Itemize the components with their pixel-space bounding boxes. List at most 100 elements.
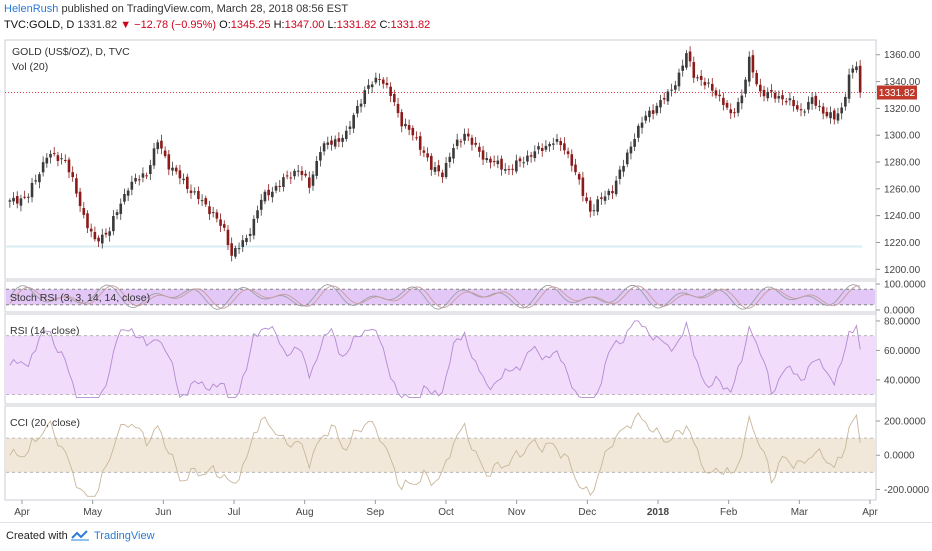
candle	[651, 104, 655, 120]
candle	[108, 227, 111, 242]
time-tick-label: 2018	[647, 507, 670, 518]
created-with-text: Created with	[6, 530, 68, 542]
candle	[670, 83, 673, 97]
candle	[640, 116, 644, 134]
candle	[341, 134, 344, 148]
candle	[729, 103, 733, 120]
rsi-band	[6, 335, 875, 395]
candle	[407, 119, 411, 136]
candle	[137, 175, 141, 186]
candle	[707, 78, 710, 88]
candle	[289, 171, 293, 184]
candle	[378, 73, 381, 86]
candle	[271, 186, 274, 203]
candle	[344, 125, 348, 142]
volume-label: Vol (20)	[12, 61, 48, 73]
candle	[463, 128, 466, 145]
candle	[123, 188, 126, 205]
candle	[648, 106, 651, 123]
candle	[404, 118, 407, 129]
last-price-label: 1331.82	[879, 88, 916, 99]
price-tick-label: 1300.00	[884, 131, 921, 142]
candle	[356, 100, 359, 118]
chart-canvas[interactable]: 1200.00 1220.00 1240.00 1260.00 1280.00 1300.…	[0, 36, 932, 522]
candle	[836, 107, 840, 124]
candle	[603, 190, 607, 205]
candle	[15, 191, 19, 209]
candle	[75, 173, 78, 198]
candle	[134, 173, 137, 184]
candle	[585, 192, 588, 204]
candle	[529, 151, 533, 163]
price-tick-label: 1360.00	[884, 50, 921, 61]
candle	[448, 152, 452, 168]
candle	[326, 136, 330, 150]
time-tick-label: Sep	[366, 507, 384, 518]
candle	[171, 161, 174, 176]
candle	[799, 103, 803, 117]
candle	[515, 154, 518, 174]
candle	[518, 156, 522, 168]
candle	[248, 227, 252, 242]
candle	[662, 92, 666, 105]
candle	[156, 139, 160, 154]
candle	[256, 205, 259, 223]
candle	[736, 97, 740, 117]
candle	[208, 200, 211, 221]
price-tick-label: 1340.00	[884, 77, 921, 88]
candle	[38, 172, 41, 189]
candle	[337, 132, 341, 148]
candle	[710, 77, 714, 97]
candle	[370, 81, 374, 93]
candle	[818, 99, 821, 112]
candle	[692, 56, 696, 83]
candle	[97, 235, 100, 248]
low-value: 1331.82	[336, 19, 377, 31]
candle	[685, 50, 688, 70]
stoch-band	[6, 289, 875, 305]
stoch-rsi-title: Stoch RSI (3, 3, 14, 14, close)	[10, 292, 150, 304]
candle	[152, 143, 156, 170]
candle	[393, 89, 396, 107]
candle	[537, 142, 540, 155]
price-pane[interactable]	[4, 39, 877, 280]
stoch-rsi-axis: 100.0000 0.0000	[876, 280, 926, 317]
candle	[840, 102, 843, 120]
time-tick-label: Dec	[578, 507, 596, 518]
candle	[566, 147, 570, 159]
candle	[145, 172, 148, 180]
candle	[27, 193, 30, 204]
candle	[41, 156, 45, 177]
candle	[174, 165, 178, 175]
tradingview-brand-link[interactable]: TradingView	[94, 530, 155, 542]
rsi-tick-label: 60.0000	[884, 346, 921, 357]
candle	[82, 202, 86, 219]
candle	[792, 96, 795, 112]
last-value: 1331.82	[77, 19, 118, 31]
price-tick-label: 1220.00	[884, 238, 921, 249]
candle	[821, 102, 825, 120]
candle	[211, 206, 215, 218]
candle	[459, 138, 463, 148]
candle	[503, 163, 507, 174]
candle	[389, 82, 392, 102]
tradingview-logo-icon	[71, 530, 89, 541]
candle	[444, 156, 448, 180]
candle	[570, 149, 574, 172]
candle	[478, 142, 481, 158]
candle	[810, 92, 814, 110]
price-pane-title: GOLD (US$/OZ), D, TVC	[12, 46, 130, 58]
candle	[714, 87, 718, 99]
time-tick-label: Oct	[438, 507, 454, 518]
candle	[285, 170, 289, 180]
candle	[633, 133, 636, 152]
author-link[interactable]: HelenRush	[4, 3, 59, 15]
candle	[740, 89, 744, 110]
candle	[747, 51, 751, 87]
candle	[293, 168, 296, 180]
candle	[592, 204, 596, 216]
candle	[89, 223, 93, 238]
candle	[722, 92, 725, 111]
candle	[130, 175, 134, 196]
candle	[803, 109, 806, 117]
